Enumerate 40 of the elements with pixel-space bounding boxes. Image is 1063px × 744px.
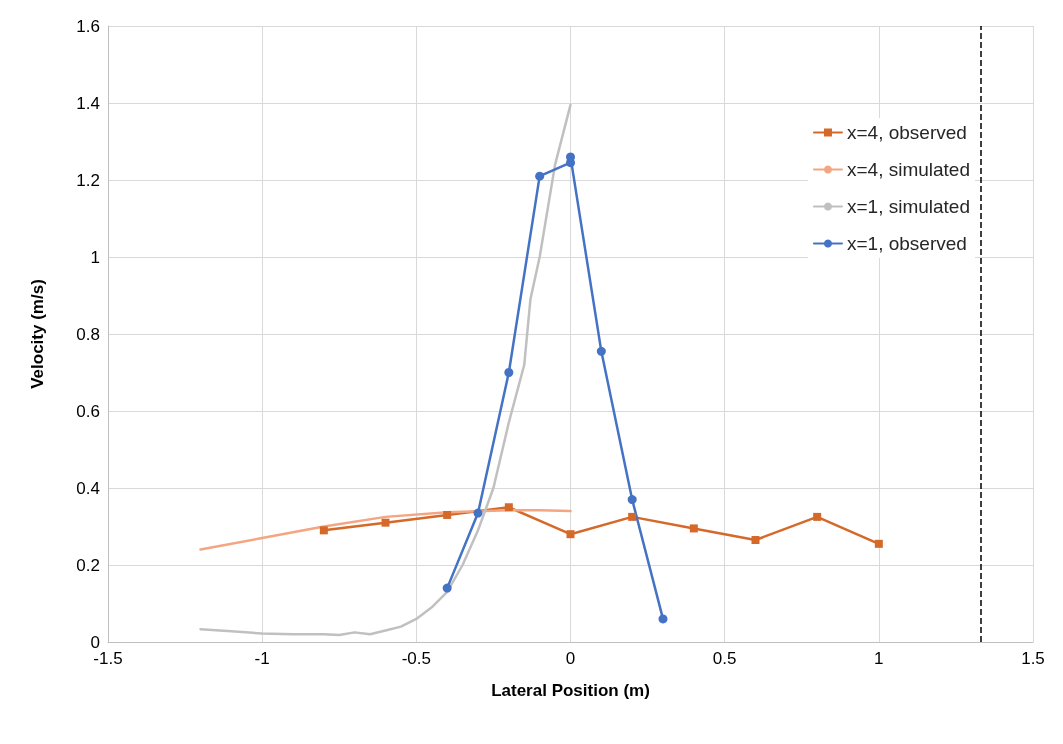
point [874, 539, 883, 548]
point [504, 503, 513, 512]
x-tick-label: 0 [565, 649, 576, 668]
y-tick-label: 0.4 [76, 478, 100, 498]
point [596, 346, 606, 356]
legend-label: x=1, observed [846, 233, 967, 254]
point [473, 508, 483, 518]
y-tick-label: 0.2 [76, 555, 100, 575]
legend-label: x=4, simulated [846, 159, 971, 180]
point [628, 512, 637, 521]
y-tick-label: 1.4 [76, 93, 100, 113]
point [813, 512, 822, 521]
point [535, 171, 545, 181]
point [381, 518, 390, 527]
point [689, 524, 698, 533]
x-tick-label: 1 [874, 649, 884, 668]
line-series [199, 103, 572, 637]
y-tick-label: 1.2 [76, 170, 100, 190]
y-tick-label: 0 [90, 632, 100, 652]
point [504, 368, 514, 377]
y-tick-label: 1 [90, 247, 100, 267]
y-tick-label: 0.6 [76, 401, 100, 421]
x-tick-label: 1.5 [1021, 649, 1045, 668]
point [658, 614, 668, 624]
x-axis-title: Lateral Position (m) [491, 681, 650, 700]
x-tick-label: -1.5 [93, 649, 123, 668]
y-axis-title: Velocity (m/s) [28, 279, 47, 389]
x-tick-label: -1 [254, 649, 270, 668]
y-tick-label: 1.6 [76, 16, 100, 36]
x-tick-label: -0.5 [401, 649, 431, 668]
legend-label: x=1, simulated [846, 196, 971, 217]
point [442, 583, 452, 593]
point [566, 530, 575, 539]
x-tick-label: 0.5 [712, 649, 737, 668]
point [319, 526, 328, 535]
point [627, 495, 637, 505]
point [751, 535, 760, 544]
y-tick-label: 0.8 [76, 324, 100, 344]
legend-label: x=4, observed [846, 122, 967, 143]
point [443, 510, 452, 519]
